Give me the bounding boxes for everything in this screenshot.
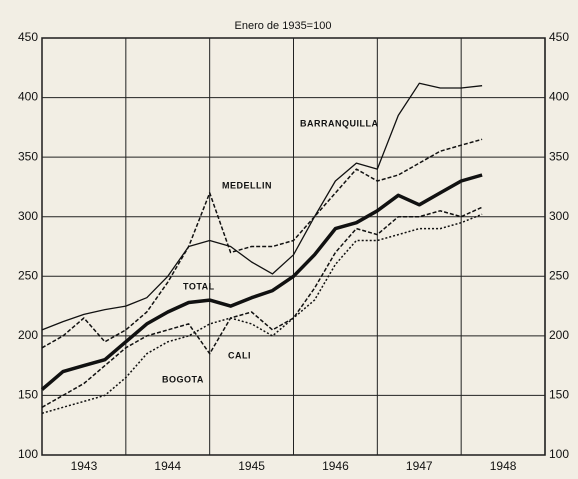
y-tick-label: 100: [18, 447, 38, 461]
series-label: BOGOTA: [162, 374, 204, 384]
series-line: [41, 82, 483, 331]
y2-tick-label: 150: [549, 388, 569, 402]
y-tick-label: 200: [18, 328, 38, 342]
y-tick-label: 300: [18, 209, 38, 223]
series-line: [41, 206, 483, 408]
y2-tick-label: 100: [549, 447, 569, 461]
series-label: BARRANQUILLA: [300, 118, 379, 128]
y-tick-label: 350: [18, 149, 38, 163]
y2-tick-label: 450: [549, 30, 569, 44]
series-line: [40, 173, 483, 391]
y-tick-label: 250: [18, 268, 38, 282]
y2-tick-label: 400: [549, 90, 569, 104]
y2-tick-label: 200: [549, 328, 569, 342]
y2-tick-label: 300: [549, 209, 569, 223]
series-line: [41, 213, 483, 415]
x-tick-label: 1948: [490, 459, 517, 473]
series-label: MEDELLIN: [222, 180, 272, 190]
y2-tick-label: 350: [549, 149, 569, 163]
x-tick-label: 1946: [322, 459, 349, 473]
x-tick-label: 1944: [154, 459, 181, 473]
series-label: CALI: [228, 350, 251, 360]
y-tick-label: 150: [18, 388, 38, 402]
chart-title: Enero de 1935=100: [235, 20, 332, 32]
x-tick-label: 1947: [406, 459, 433, 473]
x-tick-label: 1945: [238, 459, 265, 473]
x-tick-label: 1943: [71, 459, 98, 473]
y2-tick-label: 250: [549, 268, 569, 282]
series-label: TOTAL: [183, 281, 215, 291]
y-tick-label: 450: [18, 30, 38, 44]
y-tick-label: 400: [18, 90, 38, 104]
